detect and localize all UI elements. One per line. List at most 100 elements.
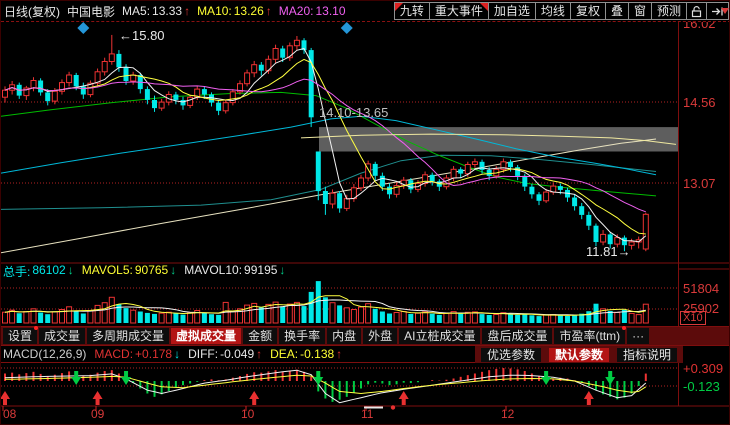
trend-arrow-icon: ↓ — [170, 263, 177, 277]
trend-arrow-icon: ↓ — [174, 347, 181, 361]
month-tick-label: 12 — [501, 407, 515, 421]
macd-label: DEA: — [270, 347, 299, 361]
notification-dot — [34, 326, 39, 330]
volume-readout-item: MAVOL5: 90765 ↓ — [82, 263, 177, 277]
tab-multi-period-volume[interactable]: 多周期成交量 — [87, 328, 170, 344]
tab-ai-pillar-volume[interactable]: AI立桩成交量 — [399, 328, 481, 344]
macd-value: -0.049 — [220, 347, 255, 361]
month-tick-label: 11 — [361, 407, 374, 421]
tab-amount[interactable]: 金额 — [243, 328, 278, 344]
ma-value: 13.33 — [152, 4, 183, 18]
notification-dot — [622, 326, 627, 330]
lock-open-icon[interactable] — [686, 3, 706, 19]
stock-name: 中国电影 — [67, 4, 116, 19]
sell-signal-arrow-icon — [313, 371, 324, 385]
tab-inner-lots[interactable]: 内盘 — [327, 328, 362, 344]
menu-item-window-split[interactable]: 窗 — [627, 3, 651, 19]
time-axis: 08 09 10 11 12 — [1, 407, 729, 423]
chart-annotation: 11.81→ — [586, 244, 631, 259]
macd-tick-label: +0.309 — [683, 361, 724, 376]
volume-readout: 总手: 86102 ↓ MAVOL5: 90765 ↓ MAVOL10: 99195 ↓ — [3, 263, 285, 279]
indicator-tab-bar: 设置 成交量 多周期成交量 虚拟成交量 金额 换手率 内盘 外盘 AI立桩成交量 盘后成交量 市盈率… — [1, 326, 729, 346]
volume-tick-label: 25902 — [683, 301, 720, 316]
macd-label: MACD: — [94, 347, 134, 361]
macd-param-buttons: 优选参数 默认参数 指标说明 — [475, 346, 684, 363]
vol-label: MAVOL5: — [81, 263, 133, 277]
ma-readouts: MA5: 13.33 ↑ MA10: 13.26 ↑ MA20: 13.10 — [122, 4, 345, 18]
menu-item-adjusted-price[interactable]: 复权 — [569, 3, 605, 19]
macd-value: +0.178 — [135, 347, 173, 361]
tab-after-hours-volume[interactable]: 盘后成交量 — [482, 328, 553, 344]
volume-unit-label: X10 — [680, 311, 706, 325]
buy-signal-arrow-icon — [249, 391, 260, 405]
tab-outer-lots[interactable]: 外盘 — [363, 328, 398, 344]
macd-readout: MACD(12,26,9) MACD: +0.178 ↓ DIFF: -0.049 ↑ DE… — [3, 347, 342, 362]
vol-label: MAVOL10: — [184, 263, 243, 277]
ma-label: MA5: — [122, 4, 151, 18]
ma-value: 13.10 — [315, 4, 346, 18]
month-tick-label: 08 — [3, 407, 17, 421]
macd-tick-label: -0.123 — [683, 379, 720, 394]
chart-info-readout: 日线(复权) 中国电影 MA5: 13.33 ↑ MA10: 13.26 ↑ MA20: 13… — [1, 3, 346, 20]
macd-title: MACD(12,26,9) — [3, 347, 87, 361]
top-menu-items: 九转 重大事件 加自选 均线 复权叠窗预测 — [394, 3, 686, 19]
trend-arrow-icon: ↑ — [256, 347, 263, 361]
sell-signal-arrow-icon — [121, 371, 132, 385]
macd-readout-item: MACD: +0.178 ↓ — [94, 347, 180, 362]
top-menu: 九转 重大事件 加自选 均线 复权叠窗预测 — [393, 2, 729, 20]
trend-arrow-icon: ↑ — [265, 4, 272, 18]
price-tick-label: 13.07 — [683, 176, 716, 191]
period-label: 日线(复权) — [4, 4, 60, 19]
menu-item-forecast[interactable]: 预测 — [650, 3, 686, 19]
dropdown-icon[interactable] — [721, 8, 729, 18]
ma-label: MA10: — [197, 4, 232, 18]
buy-signal-arrow-icon — [92, 391, 103, 405]
vol-value: 99195 — [244, 263, 278, 277]
button-indicator-help[interactable]: 指标说明 — [617, 347, 678, 362]
vol-value: 90765 — [134, 263, 169, 277]
tab-volume[interactable]: 成交量 — [39, 328, 86, 344]
menu-item-ma-lines[interactable]: 均线 — [534, 3, 570, 19]
ma-value: 13.26 — [233, 4, 264, 18]
top-bar: 日线(复权) 中国电影 MA5: 13.33 ↑ MA10: 13.26 ↑ MA20: 13… — [1, 1, 729, 22]
sell-signal-arrow-icon — [71, 371, 82, 385]
macd-readout-item: DIFF: -0.049 ↑ — [188, 347, 262, 362]
menu-item-add-watchlist[interactable]: 加自选 — [487, 3, 535, 19]
macd-values: MACD: +0.178 ↓ DIFF: -0.049 ↑ DEA: -0.138 ↑ — [94, 347, 342, 362]
tab-settings[interactable]: 设置 — [3, 326, 39, 344]
trend-arrow-icon: ↓ — [279, 263, 286, 277]
buy-signal-arrow-icon — [583, 391, 594, 405]
tab-virtual-volume[interactable]: 虚拟成交量 — [171, 328, 242, 344]
volume-readout-item: 总手: 86102 ↓ — [3, 263, 74, 279]
button-default-params[interactable]: 默认参数 — [549, 347, 610, 362]
price-tick-label: 14.56 — [683, 95, 716, 110]
chart-annotation: 14.10-13.65 — [319, 105, 389, 120]
macd-label: DIFF: — [188, 347, 219, 361]
trend-arrow-icon: ↑ — [184, 4, 191, 18]
tab-turnover-rate[interactable]: 换手率 — [279, 328, 326, 344]
ma-readout-1: MA5: 13.33 ↑ — [122, 4, 190, 18]
menu-item-nine-turn[interactable]: 九转 — [394, 3, 429, 19]
volume-readout-item: MAVOL10: 99195 ↓ — [184, 263, 285, 277]
tab-more-indicators[interactable]: ··· — [627, 328, 650, 344]
tab-pe-ttm[interactable]: 市盈率(ttm) — [554, 326, 627, 344]
ma-readout-3: MA20: 13.10 — [279, 4, 346, 18]
buy-signal-arrow-icon — [1, 391, 10, 405]
volume-tick-label: 51804 — [683, 281, 720, 296]
buy-signal-arrow-icon — [398, 391, 409, 405]
vol-label: 总手: — [3, 265, 31, 279]
sell-signal-arrow-icon — [605, 371, 616, 385]
macd-readout-item: DEA: -0.138 ↑ — [270, 347, 342, 362]
ma-readout-2: MA10: 13.26 ↑ — [197, 4, 272, 18]
menu-item-overlay[interactable]: 叠 — [604, 3, 628, 19]
ma-label: MA20: — [278, 4, 314, 18]
chart-annotation: ←15.80 — [119, 28, 165, 43]
trend-arrow-icon: ↓ — [67, 263, 74, 277]
month-tick-label: 09 — [91, 407, 105, 421]
button-preferred-params[interactable]: 优选参数 — [481, 347, 542, 362]
trend-arrow-icon: ↑ — [336, 347, 343, 361]
macd-value: -0.138 — [300, 347, 335, 361]
menu-item-major-events[interactable]: 重大事件 — [428, 3, 488, 19]
